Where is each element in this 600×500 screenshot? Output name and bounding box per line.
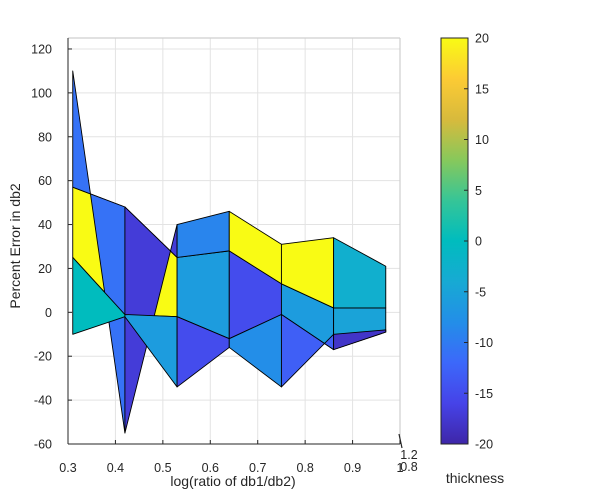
colorbar-tick-label: 20 bbox=[475, 32, 489, 46]
surface-patch bbox=[333, 237, 387, 309]
z-tick-label: 1.2 bbox=[400, 448, 417, 462]
y-tick-label: 40 bbox=[38, 218, 52, 232]
x-tick-label: 0.8 bbox=[296, 461, 313, 475]
colorbar-tick-label: -10 bbox=[475, 336, 493, 350]
x-axis-label: log(ratio of db1/db2) bbox=[170, 473, 295, 489]
x-tick-label: 1 bbox=[397, 461, 404, 475]
colorbar-gradient bbox=[440, 37, 469, 445]
y-tick-label: 80 bbox=[38, 130, 52, 144]
z-axis-line bbox=[398, 433, 403, 449]
colorbar-tick-label: -20 bbox=[475, 438, 493, 452]
y-tick-label: -20 bbox=[34, 350, 52, 364]
colorbar-tick-label: 5 bbox=[475, 184, 482, 198]
x-tick-label: 0.9 bbox=[344, 461, 361, 475]
y-tick-label: 0 bbox=[45, 306, 52, 320]
y-tick-label: 100 bbox=[31, 86, 52, 100]
x-tick-label: 0.3 bbox=[59, 461, 76, 475]
colorbar-tick-label: -15 bbox=[475, 387, 493, 401]
surface-patch bbox=[333, 329, 387, 351]
colorbar-tick-label: 15 bbox=[475, 82, 489, 96]
x-tick-label: 0.5 bbox=[154, 461, 171, 475]
x-tick-label: 0.7 bbox=[249, 461, 266, 475]
colorbar-tick-label: 0 bbox=[475, 235, 482, 249]
colorbar-tick-label: 10 bbox=[475, 133, 489, 147]
y-tick-label: 60 bbox=[38, 174, 52, 188]
x-tick-label: 0.4 bbox=[107, 461, 124, 475]
y-tick-label: -60 bbox=[34, 438, 52, 452]
plot-area: 0.3 0.4 0.5 0.6 0.7 0.8 0.9 1 -60 -40 -20 0 20 40 60 80… bbox=[31, 37, 418, 475]
colorbar-tick-label: -5 bbox=[475, 285, 486, 299]
y-tick-label: -40 bbox=[34, 394, 52, 408]
z-tick-label: 0.8 bbox=[400, 460, 417, 474]
surface-patch bbox=[176, 210, 230, 258]
y-tick-label: 120 bbox=[31, 42, 52, 56]
colorbar: -20 -15 -10 -5 0 5 10 15 20 bbox=[440, 32, 493, 452]
colorbar-label: thickness bbox=[446, 470, 504, 486]
y-axis-label: Percent Error in db2 bbox=[7, 183, 23, 308]
x-tick-label: 0.6 bbox=[202, 461, 219, 475]
y-tick-label: 20 bbox=[38, 262, 52, 276]
